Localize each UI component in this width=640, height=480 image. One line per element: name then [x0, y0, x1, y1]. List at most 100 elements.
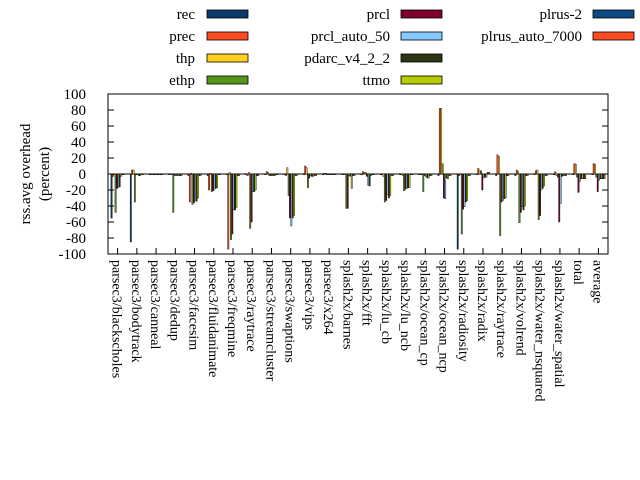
bar: [133, 173, 136, 203]
bar: [507, 173, 510, 176]
bar: [132, 169, 135, 175]
bar: [195, 173, 198, 202]
bar: [445, 173, 448, 179]
bar: [216, 173, 219, 188]
x-tick-label: splash2x/lu_cb: [378, 260, 393, 344]
y-tick-label: 80: [71, 103, 86, 119]
bar: [247, 172, 250, 175]
bar: [232, 173, 235, 211]
bar: [326, 173, 329, 176]
bar: [557, 173, 559, 178]
bar: [440, 108, 443, 175]
bar: [218, 173, 221, 176]
bar: [596, 173, 599, 192]
bar: [295, 173, 298, 176]
bar: [525, 173, 528, 176]
bar: [324, 172, 327, 175]
bar: [118, 173, 121, 188]
bars: [108, 108, 608, 250]
bar: [368, 173, 371, 187]
bar: [328, 173, 331, 176]
legend-swatch: [206, 75, 249, 85]
bar: [264, 173, 267, 176]
bar: [545, 173, 548, 176]
bar: [421, 173, 423, 176]
bar: [246, 173, 249, 176]
bar: [271, 173, 274, 176]
legend-label: plrus-2: [540, 7, 583, 23]
y-tick-label: -60: [66, 215, 86, 231]
legend-swatch: [206, 31, 249, 41]
bar: [427, 173, 430, 179]
bar: [419, 173, 422, 176]
bar: [466, 173, 469, 201]
bar: [441, 163, 444, 175]
legend-swatch: [400, 9, 443, 19]
bar: [488, 172, 490, 175]
bar: [463, 173, 466, 207]
bar: [140, 173, 143, 176]
bar: [352, 173, 354, 176]
bar: [276, 173, 279, 176]
bar: [552, 173, 555, 176]
bar: [447, 173, 449, 180]
bar: [252, 173, 254, 192]
legend-label: thp: [176, 51, 195, 67]
legend-label: ethp: [169, 73, 195, 89]
y-tick-label: 60: [71, 119, 86, 135]
bar: [383, 173, 386, 203]
bar: [602, 173, 604, 180]
y-tick-label: -80: [66, 231, 86, 247]
bar: [504, 173, 507, 199]
x-tick-label: splash2x/raytrace: [493, 260, 508, 358]
bar: [572, 173, 574, 176]
bar: [315, 173, 317, 176]
bar: [231, 173, 234, 235]
bar: [209, 172, 212, 175]
x-tick-label: parsec3/blackscholes: [109, 260, 124, 378]
bar: [283, 173, 286, 176]
bar: [161, 173, 164, 176]
bar: [403, 173, 405, 191]
bar: [400, 173, 403, 176]
bar: [257, 173, 260, 176]
bar: [180, 173, 183, 176]
x-tick-label: splash2x/barnes: [339, 260, 354, 349]
bar: [238, 173, 240, 176]
x-tick-label: splash2x/fft: [359, 260, 374, 326]
bar: [311, 173, 313, 177]
bar: [387, 173, 390, 199]
x-tick-label: parsec3/facesim: [186, 260, 201, 350]
bar: [539, 173, 541, 216]
bar: [495, 173, 498, 176]
x-tick-label: average: [589, 260, 604, 304]
x-tick-label: splash2x/volrend: [513, 260, 528, 356]
x-tick-label: splash2x/lu_ncb: [397, 260, 412, 351]
bar: [482, 173, 485, 179]
x-tick-label: splash2x/water_spatial: [551, 260, 566, 388]
bar: [521, 173, 524, 207]
bar: [371, 173, 374, 176]
bar: [582, 173, 585, 180]
legend-label: prcl_auto_50: [311, 29, 390, 45]
y-tick-label: 0: [79, 167, 87, 183]
bar: [468, 173, 471, 176]
x-tick-label: splash2x/radiosity: [455, 260, 470, 362]
bar: [192, 173, 195, 203]
bar: [404, 173, 407, 190]
bar: [559, 173, 562, 204]
legend-label: rec: [177, 7, 196, 23]
bar: [514, 173, 517, 176]
x-tick-label: splash2x/ocean_ncp: [436, 260, 451, 373]
bar: [293, 173, 295, 216]
bar: [153, 173, 155, 176]
bar: [372, 173, 375, 176]
bar: [349, 173, 352, 177]
legend-swatch: [592, 9, 635, 19]
bar: [366, 173, 368, 177]
bar: [135, 173, 138, 176]
bar: [497, 156, 500, 175]
bar: [526, 173, 529, 176]
bar: [459, 173, 462, 176]
bar: [480, 170, 482, 175]
